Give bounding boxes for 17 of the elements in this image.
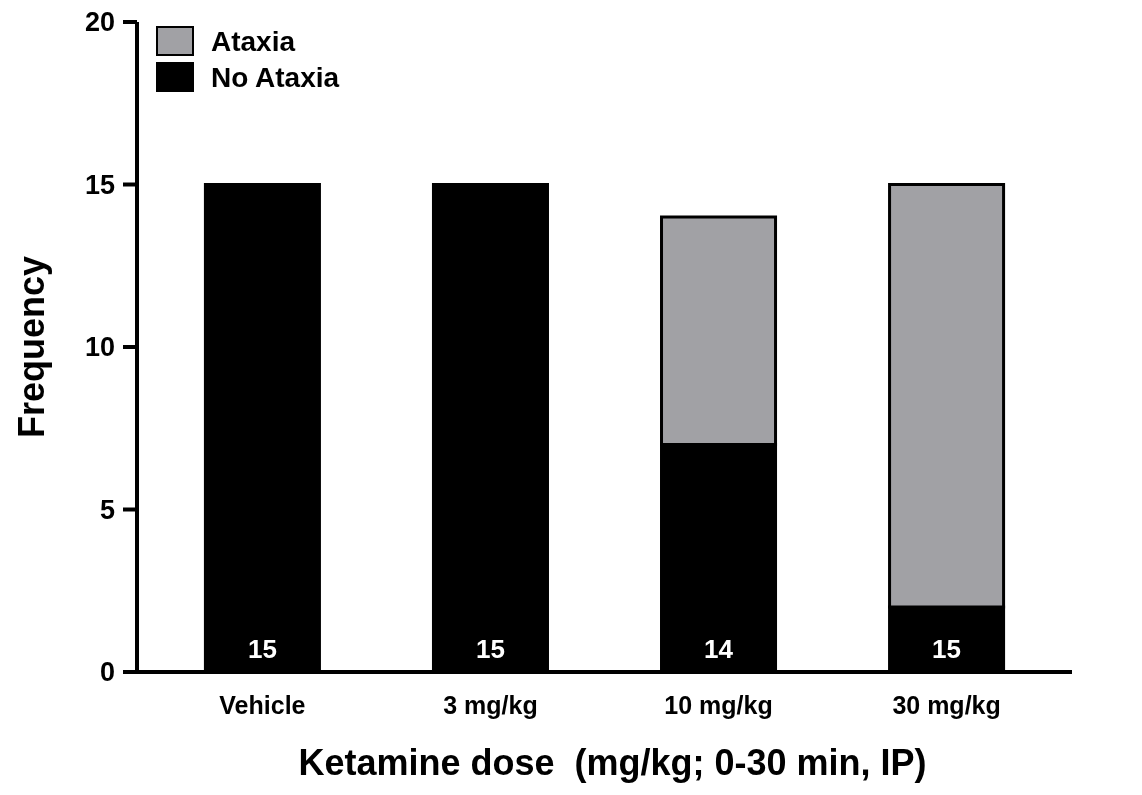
legend-label: Ataxia <box>211 25 296 57</box>
x-tick-label: 30 mg/kg <box>892 691 1001 719</box>
y-tick-label: 15 <box>84 169 115 200</box>
total-label: 14 <box>704 634 734 664</box>
y-axis-title: Frequency <box>11 255 52 439</box>
x-tick-label: Vehicle <box>219 691 306 719</box>
legend-label: No Ataxia <box>211 61 340 93</box>
y-tick-label: 10 <box>84 332 115 363</box>
x-tick-label: 10 mg/kg <box>664 691 773 719</box>
y-tick-label: 0 <box>99 657 115 688</box>
total-label: 15 <box>247 634 277 664</box>
y-tick-label: 5 <box>99 494 115 525</box>
total-label: 15 <box>476 634 505 664</box>
y-tick-label: 20 <box>84 7 115 38</box>
x-axis-title: Ketamine dose (mg/kg; 0-30 min, IP) <box>298 742 927 783</box>
total-label: 15 <box>932 634 962 664</box>
x-tick-label: 3 mg/kg <box>443 691 538 719</box>
